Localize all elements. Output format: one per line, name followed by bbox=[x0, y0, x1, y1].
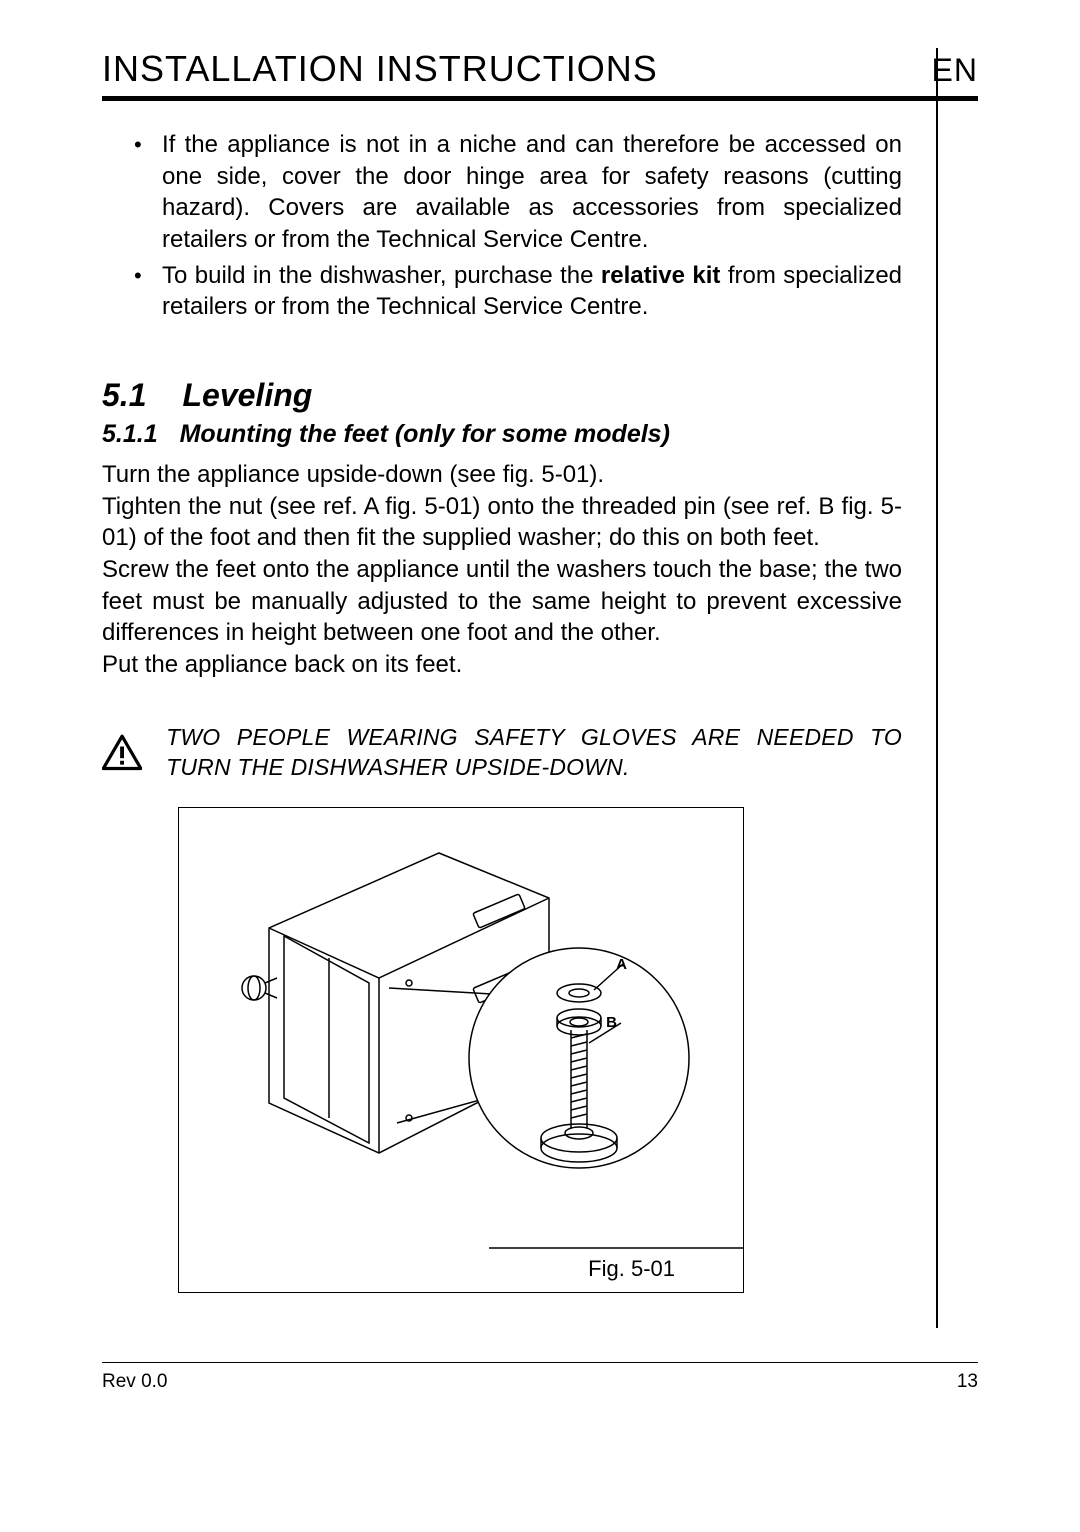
content-area: If the appliance is not in a niche and c… bbox=[102, 129, 902, 1293]
warning-icon bbox=[102, 725, 142, 781]
footer-rev: Rev 0.0 bbox=[102, 1371, 167, 1393]
figure: A B Fig. 5-01 bbox=[178, 807, 744, 1293]
footer-page: 13 bbox=[957, 1371, 978, 1393]
list-item: To build in the dishwasher, purchase the… bbox=[162, 260, 902, 323]
header-lang: EN bbox=[932, 52, 978, 89]
bullet-bold: relative kit bbox=[601, 262, 721, 289]
figure-caption: Fig. 5-01 bbox=[588, 1256, 675, 1282]
bullet-text: If the appliance is not in a niche and c… bbox=[162, 131, 902, 253]
figure-svg bbox=[179, 808, 743, 1292]
paragraph: Turn the appliance upside-down (see fig.… bbox=[102, 459, 902, 491]
subsection-number: 5.1.1 bbox=[102, 420, 158, 449]
footer: Rev 0.0 13 bbox=[102, 1362, 978, 1394]
paragraph: Tighten the nut (see ref. A fig. 5-01) o… bbox=[102, 491, 902, 554]
header-title: INSTALLATION INSTRUCTIONS bbox=[102, 48, 658, 90]
subsection-heading: 5.1.1 Mounting the feet (only for some m… bbox=[102, 420, 902, 449]
bullet-list: If the appliance is not in a niche and c… bbox=[102, 129, 902, 323]
section-heading: 5.1 Leveling bbox=[102, 377, 902, 414]
paragraph: Put the appliance back on its feet. bbox=[102, 649, 902, 681]
section-number: 5.1 bbox=[102, 377, 146, 414]
paragraph: Screw the feet onto the appliance until … bbox=[102, 554, 902, 649]
figure-label-a: A bbox=[616, 956, 627, 973]
warning-text: TWO PEOPLE WEARING SAFETY GLOVES ARE NEE… bbox=[166, 723, 902, 783]
bullet-prefix: To build in the dishwasher, purchase the bbox=[162, 262, 601, 289]
footer-rule bbox=[102, 1362, 978, 1364]
header: INSTALLATION INSTRUCTIONS EN bbox=[102, 48, 978, 90]
vertical-divider bbox=[936, 48, 938, 1328]
body-paragraphs: Turn the appliance upside-down (see fig.… bbox=[102, 459, 902, 681]
warning-block: TWO PEOPLE WEARING SAFETY GLOVES ARE NEE… bbox=[102, 723, 902, 783]
list-item: If the appliance is not in a niche and c… bbox=[162, 129, 902, 256]
header-rule bbox=[102, 96, 978, 101]
subsection-title: Mounting the feet (only for some models) bbox=[180, 420, 670, 449]
figure-label-b: B bbox=[606, 1014, 617, 1031]
section-title: Leveling bbox=[182, 377, 312, 414]
